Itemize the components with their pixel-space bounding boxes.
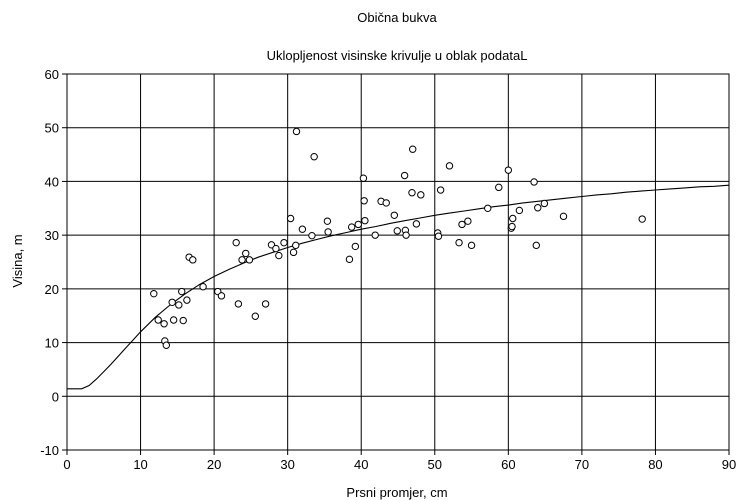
data-point: [504, 166, 513, 174]
data-point: [175, 301, 183, 309]
data-point: [509, 214, 517, 223]
data-point: [445, 162, 454, 170]
chart-title: Obična bukva: [357, 10, 437, 25]
data-point: [458, 220, 466, 229]
plot-area-frame: [66, 73, 730, 451]
data-point: [434, 232, 443, 240]
data-point: [354, 220, 362, 229]
data-point: [289, 248, 298, 257]
grid-lines: [67, 74, 729, 450]
data-point: [638, 215, 646, 223]
data-point: [371, 231, 379, 239]
data-point: [234, 300, 243, 308]
x-tick-label: 40: [354, 457, 368, 472]
data-point: [310, 153, 318, 161]
data-point: [323, 217, 332, 225]
data-point: [412, 220, 421, 228]
x-tick-label: 60: [501, 457, 515, 472]
data-points: [150, 127, 646, 349]
data-point: [261, 300, 270, 308]
data-point: [436, 186, 445, 194]
data-point: [280, 238, 288, 247]
data-point: [308, 231, 316, 240]
data-point: [275, 251, 283, 260]
data-point: [417, 191, 425, 199]
axis-ticks: 0 10 20 30 40 50 60 70 80 90 -10 0 10 20 30 40 50 60: [40, 67, 736, 472]
data-point: [298, 225, 307, 233]
x-tick-label: 10: [133, 457, 147, 472]
data-point: [559, 212, 568, 221]
x-tick-label: 90: [722, 457, 736, 472]
x-tick-label: 80: [648, 457, 662, 472]
y-tick-label: 30: [45, 228, 59, 243]
data-point: [160, 320, 168, 328]
data-point: [409, 145, 417, 153]
data-point: [183, 296, 191, 304]
data-point: [393, 227, 401, 235]
data-point: [455, 238, 463, 247]
data-point: [400, 171, 409, 180]
chart-subtitle: Uklopljenost visinske krivulje u oblak p…: [267, 48, 528, 63]
data-point: [150, 289, 158, 298]
x-tick-label: 70: [575, 457, 589, 472]
data-point: [178, 287, 186, 296]
y-tick-label: 60: [45, 67, 59, 82]
data-point: [360, 197, 368, 205]
x-tick-label: 0: [63, 457, 70, 472]
data-point: [532, 241, 540, 250]
data-point: [199, 283, 207, 291]
data-point: [508, 222, 516, 231]
data-point: [495, 183, 503, 192]
data-point: [464, 217, 472, 225]
data-point: [292, 127, 301, 136]
data-point: [402, 231, 410, 239]
data-point: [351, 242, 360, 251]
data-point: [530, 178, 538, 186]
data-point: [467, 241, 476, 250]
data-point: [272, 244, 280, 253]
y-axis-label: Visina, m: [10, 234, 25, 287]
data-point: [484, 204, 492, 212]
data-point: [540, 199, 549, 208]
data-point: [361, 216, 369, 225]
data-point: [382, 199, 390, 207]
x-tick-label: 50: [428, 457, 442, 472]
data-point: [345, 255, 354, 264]
y-tick-label: 50: [45, 121, 59, 136]
data-point: [162, 341, 171, 349]
fitted-height-curve: [67, 184, 730, 390]
data-point: [217, 292, 226, 300]
y-tick-label: 20: [45, 282, 59, 297]
data-point: [179, 316, 187, 325]
data-point: [390, 211, 399, 219]
data-point: [515, 206, 524, 215]
y-tick-label: 40: [45, 174, 59, 189]
data-point: [534, 204, 542, 212]
data-point: [408, 189, 416, 197]
y-tick-label: -10: [40, 443, 59, 458]
data-point: [168, 298, 176, 306]
y-tick-label: 10: [45, 336, 59, 351]
data-point: [347, 223, 356, 231]
data-point: [238, 256, 246, 264]
x-tick-label: 30: [280, 457, 294, 472]
x-axis-label: Prsni promjer, cm: [346, 485, 447, 500]
y-tick-label: 0: [52, 389, 59, 404]
data-point: [292, 241, 300, 250]
x-tick-label: 20: [207, 457, 221, 472]
data-point: [245, 256, 254, 264]
data-point: [242, 249, 250, 258]
data-point: [154, 316, 162, 324]
data-point: [359, 174, 368, 182]
data-point: [189, 256, 197, 264]
data-point: [169, 316, 178, 324]
data-point: [286, 214, 295, 223]
data-point: [232, 238, 240, 247]
data-point: [251, 312, 260, 320]
data-point: [324, 228, 332, 236]
